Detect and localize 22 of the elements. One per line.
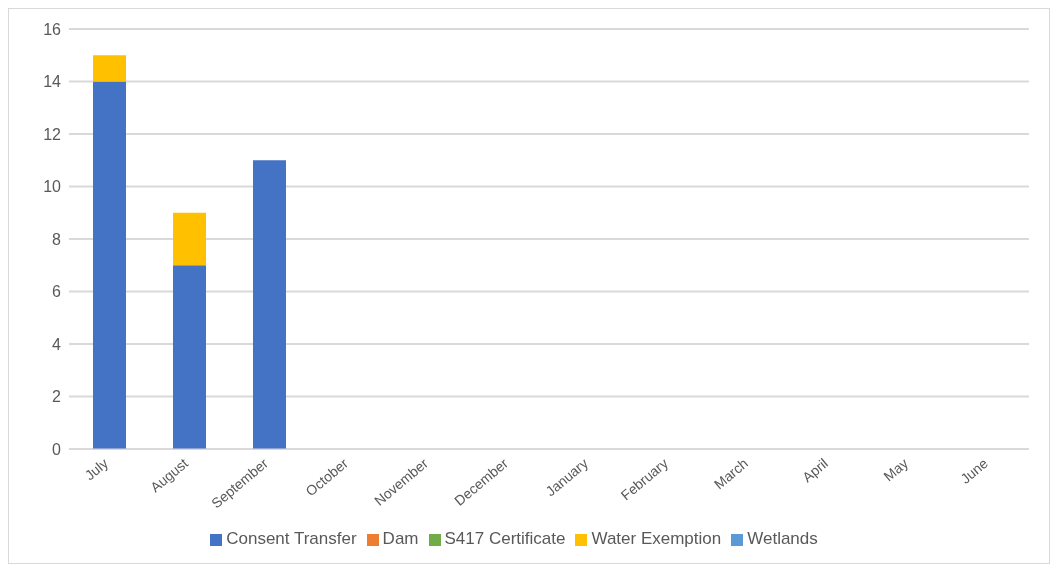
legend-label: Water Exemption	[591, 529, 722, 548]
y-tick-label: 6	[52, 283, 62, 301]
legend-label: Wetlands	[747, 529, 818, 548]
x-tick-label: July	[81, 455, 111, 484]
y-tick-label: 12	[43, 125, 62, 143]
y-tick-label: 4	[52, 335, 62, 353]
bar	[173, 212, 206, 266]
y-tick-label: 2	[52, 388, 62, 406]
y-tick-label: 8	[52, 230, 62, 248]
y-tick-label: 14	[43, 73, 62, 91]
legend-label: Dam	[382, 529, 419, 548]
x-tick-label: May	[880, 455, 911, 485]
x-tick-label: June	[957, 454, 992, 487]
y-tick-label: 16	[43, 20, 62, 38]
bar	[253, 160, 286, 449]
bar	[173, 265, 206, 449]
y-tick-label: 0	[52, 440, 62, 458]
bar	[93, 81, 126, 449]
legend-label: S417 Certificate	[444, 529, 566, 548]
legend-label: Consent Transfer	[226, 529, 357, 548]
y-tick-label: 10	[43, 178, 62, 196]
bar	[93, 55, 126, 82]
